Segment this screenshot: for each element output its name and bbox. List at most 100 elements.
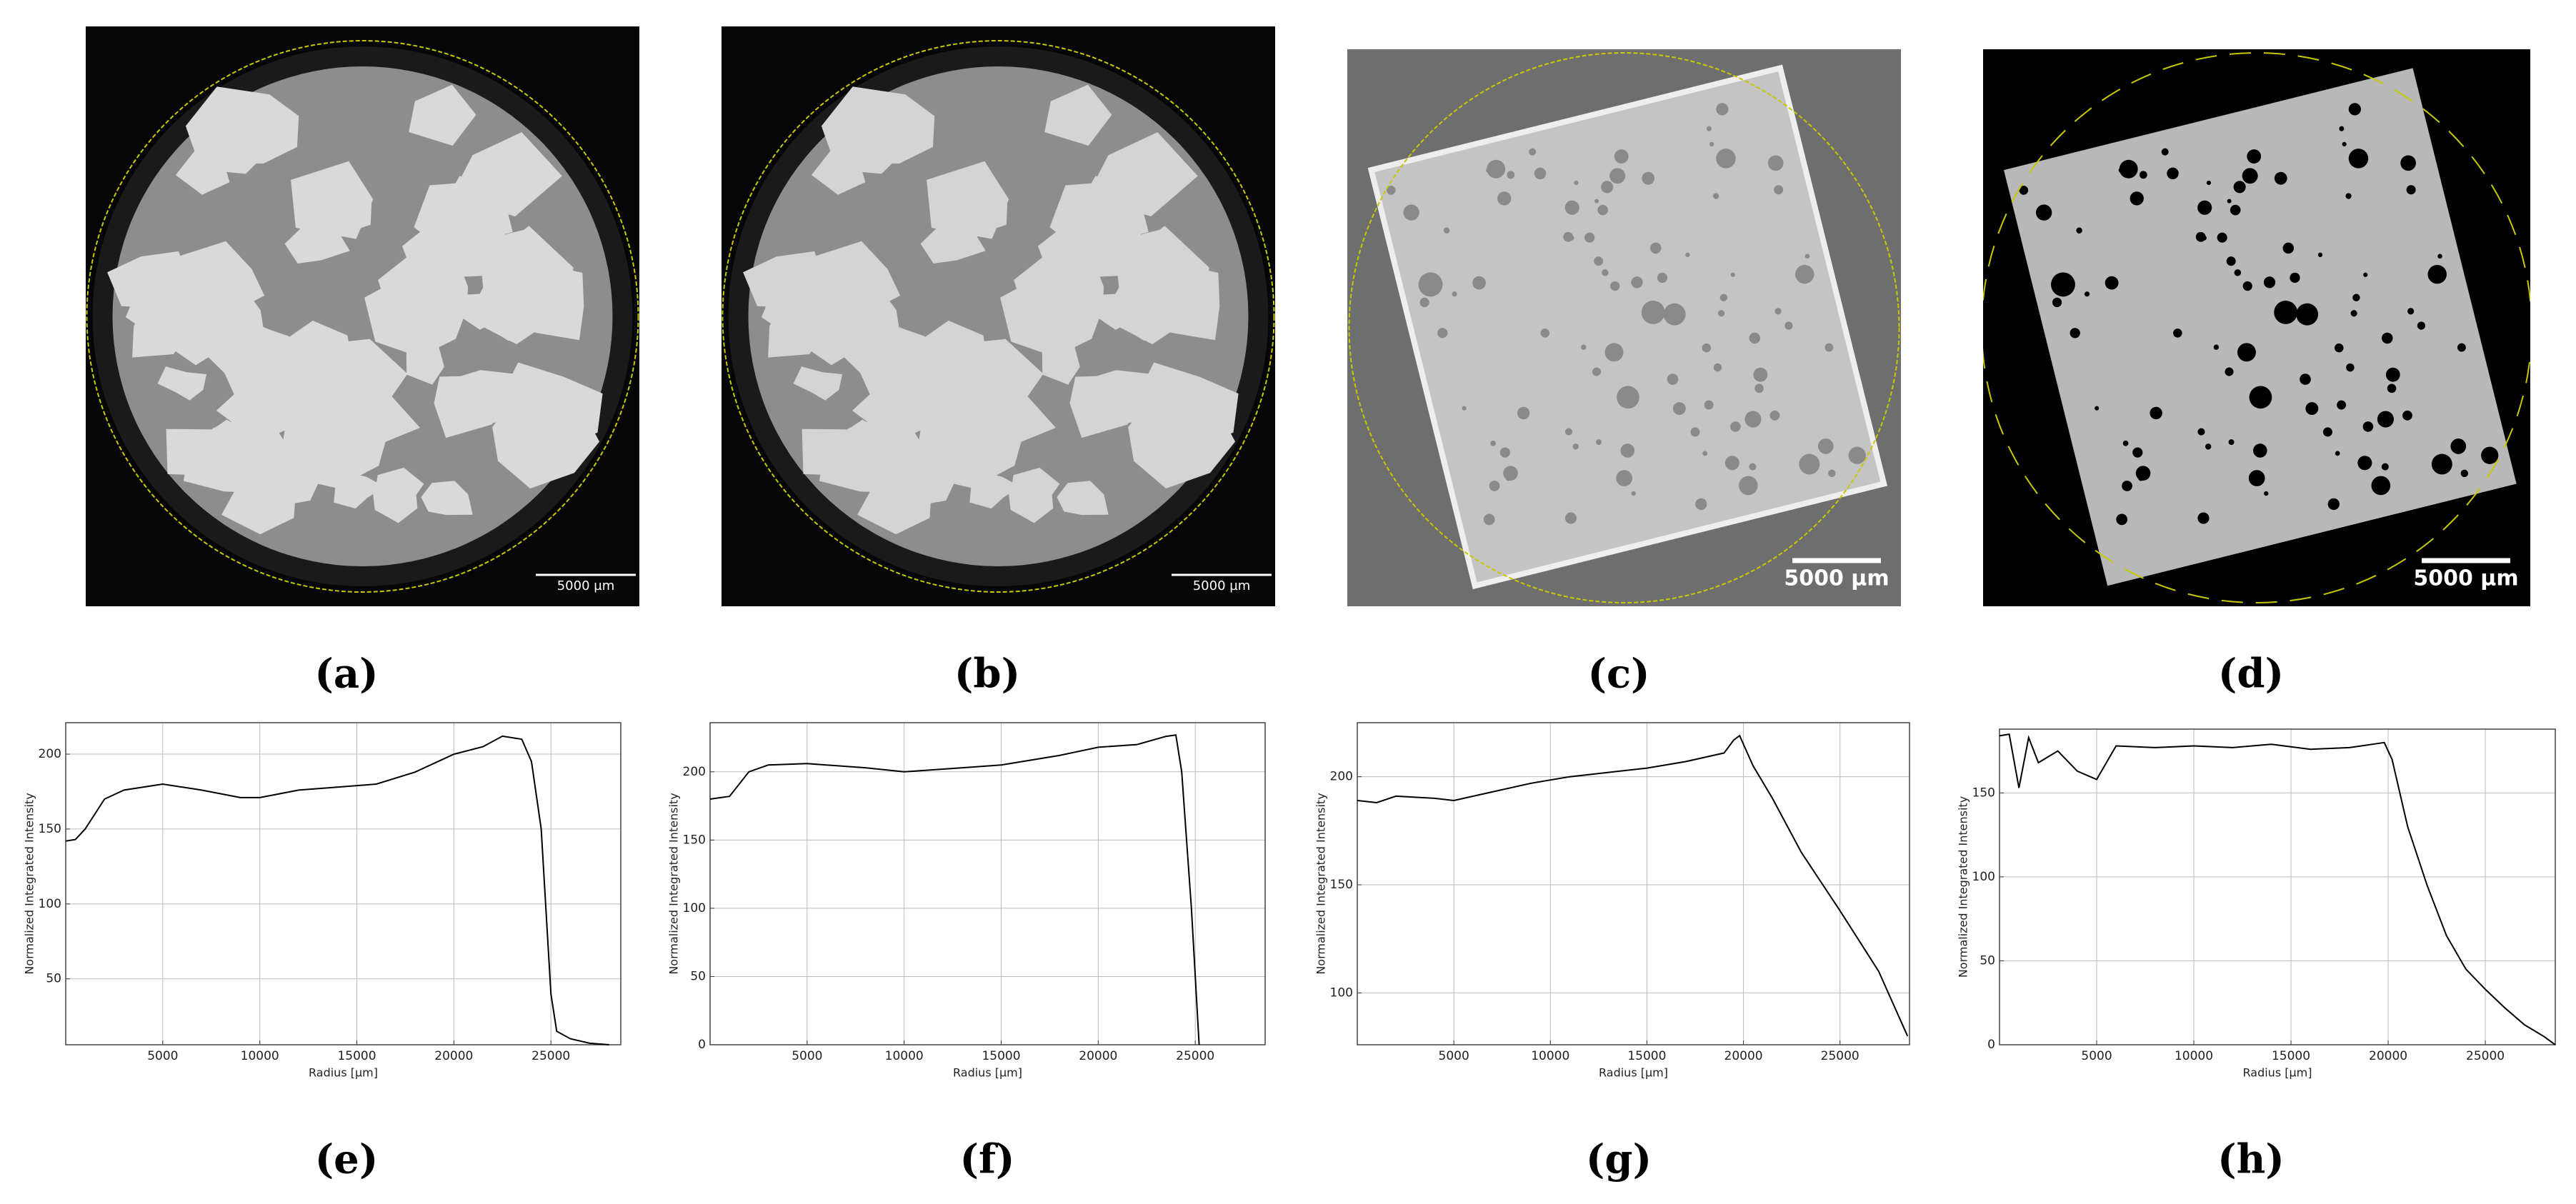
fragment [793, 366, 843, 401]
x-tick-label: 15000 [1627, 1049, 1666, 1063]
pore [1487, 159, 1506, 179]
pore [1784, 321, 1793, 330]
pore [2173, 328, 2182, 338]
pore [1602, 269, 1609, 276]
fragment [157, 366, 207, 401]
pore [1690, 427, 1700, 437]
pore [2427, 264, 2447, 284]
pore [1614, 149, 1629, 164]
roi-circle [722, 40, 1275, 593]
pore [1490, 440, 1496, 446]
pore [1529, 148, 1537, 156]
pore [1581, 344, 1587, 350]
panel-caption: (e) [315, 1136, 379, 1183]
pore [1719, 294, 1728, 301]
pore [2084, 291, 2090, 297]
fragment [819, 419, 923, 493]
pore [1657, 272, 1668, 284]
x-tick-label: 20000 [1079, 1049, 1117, 1063]
pore [1616, 470, 1633, 486]
pore [1563, 231, 1574, 242]
pore [2051, 272, 2075, 297]
pore [1472, 276, 1486, 290]
pore [2337, 400, 2347, 410]
x-tick-label: 5000 [2081, 1049, 2112, 1063]
pore [1667, 373, 1679, 385]
pore [1631, 276, 1643, 289]
pore [1749, 463, 1757, 471]
pore [2227, 199, 2232, 204]
fragment [882, 357, 983, 440]
x-tick-label: 10000 [241, 1049, 279, 1063]
pore [1483, 513, 1495, 526]
pore [2350, 310, 2357, 317]
pore [2274, 171, 2287, 185]
x-tick-label: 15000 [982, 1049, 1020, 1063]
pore [2249, 386, 2272, 409]
y-tick-label: 0 [698, 1038, 706, 1052]
pore [2119, 159, 2138, 179]
fragment [421, 481, 473, 516]
pore [2070, 328, 2080, 338]
fragment [1135, 362, 1239, 450]
pore [1594, 199, 1599, 204]
pore [1795, 264, 1814, 284]
pore [1564, 200, 1579, 215]
pore [2264, 491, 2269, 496]
fragment [1057, 481, 1109, 516]
pore [1716, 149, 1736, 169]
pore [1452, 291, 1457, 297]
pore [2253, 443, 2267, 458]
y-tick-label: 150 [683, 833, 706, 847]
x-tick-label: 20000 [1724, 1049, 1763, 1063]
pore [1617, 386, 1639, 409]
sample [2004, 68, 2517, 586]
pore [1848, 446, 1866, 464]
pore [1564, 512, 1577, 524]
y-tick-label: 100 [1330, 985, 1353, 1000]
fragment [246, 357, 347, 440]
y-tick-label: 200 [1330, 770, 1353, 784]
pore [1749, 332, 1761, 344]
pore [1706, 126, 1712, 131]
scale-label: 5000 µm [2413, 566, 2518, 591]
fragment [1000, 267, 1107, 357]
pore [2385, 367, 2400, 382]
fragment [1009, 467, 1060, 506]
scale-label: 5000 µm [1193, 578, 1251, 593]
x-tick-label: 20000 [434, 1049, 473, 1063]
pore [2095, 406, 2100, 411]
panel-caption: (d) [2218, 651, 2284, 698]
pore [2382, 332, 2393, 344]
data-line [65, 735, 609, 1045]
pore [1596, 439, 1602, 446]
pore [2300, 373, 2311, 385]
pore [2431, 453, 2452, 475]
y-tick-label: 200 [39, 747, 61, 761]
pore [2348, 103, 2361, 116]
pore [1804, 254, 1810, 259]
pore [2450, 438, 2467, 454]
pore [2362, 421, 2374, 432]
pore [1641, 301, 1665, 324]
pore [1437, 328, 1448, 338]
x-tick-label: 15000 [337, 1049, 376, 1063]
panel-caption: (b) [954, 651, 1020, 698]
pore [1584, 232, 1595, 243]
x-axis-label: Radius [µm] [2243, 1066, 2312, 1080]
pore [2407, 308, 2415, 315]
ct-image [1347, 49, 1901, 606]
panel-caption: (f) [959, 1136, 1014, 1183]
pore [2371, 476, 2391, 496]
pore [1663, 303, 1686, 326]
fragment [402, 220, 509, 279]
pore [1769, 410, 1780, 421]
x-tick-label: 25000 [1821, 1049, 1859, 1063]
pore [1642, 171, 1655, 185]
pore [2335, 451, 2340, 456]
x-tick-label: 10000 [2175, 1049, 2213, 1063]
fragment [499, 362, 603, 450]
pore [1767, 155, 1784, 171]
y-tick-label: 0 [1987, 1038, 1995, 1052]
pore [2052, 297, 2062, 308]
